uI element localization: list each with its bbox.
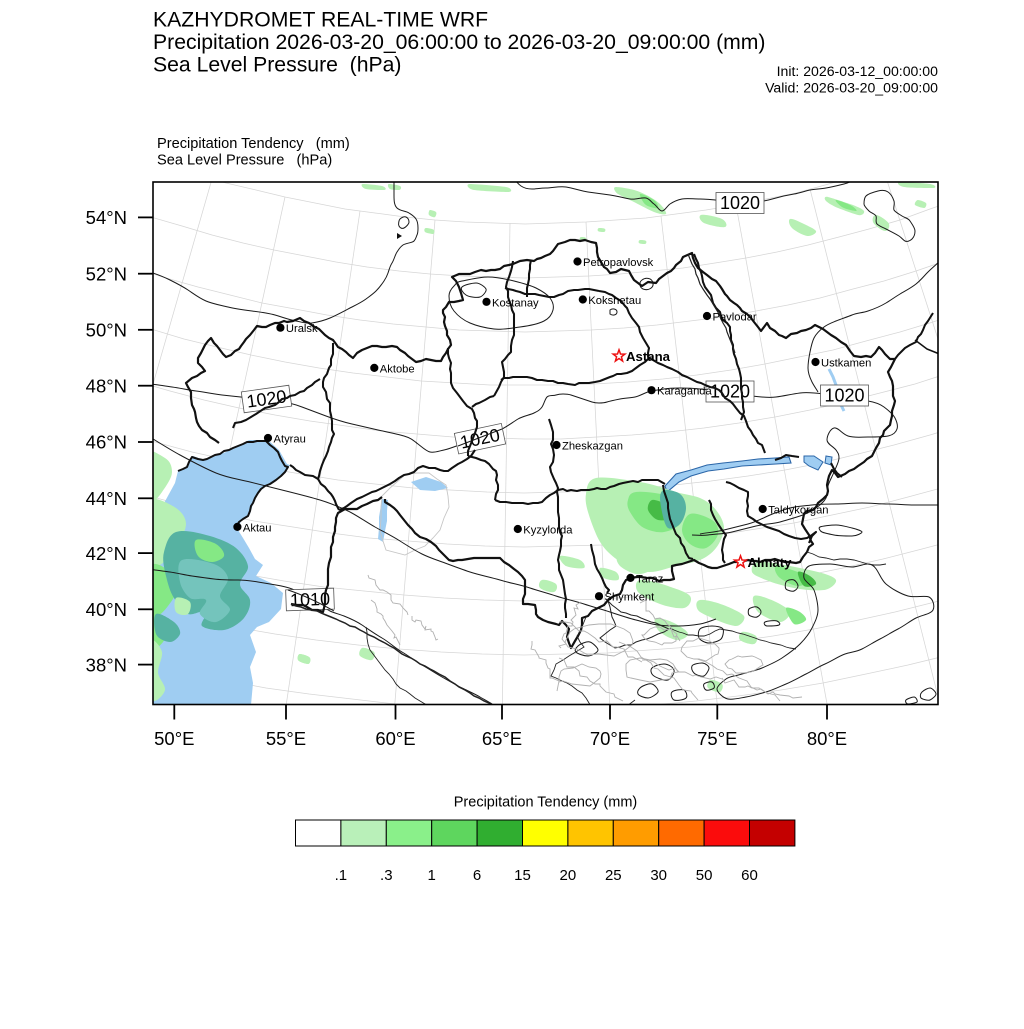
svg-text:Ustkamen: Ustkamen xyxy=(821,358,871,370)
svg-text:60: 60 xyxy=(741,867,758,884)
svg-text:54°N: 54°N xyxy=(86,207,127,228)
svg-text:Kostanay: Kostanay xyxy=(492,297,539,309)
svg-text:1020: 1020 xyxy=(824,386,864,406)
svg-text:Sea Level Pressure (hPa): Sea Level Pressure (hPa) xyxy=(157,153,332,169)
svg-text:50°E: 50°E xyxy=(154,728,194,749)
svg-text:Atyrau: Atyrau xyxy=(274,434,306,446)
svg-text:42°N: 42°N xyxy=(86,543,127,564)
svg-text:55°E: 55°E xyxy=(266,728,306,749)
svg-text:Kokshetau: Kokshetau xyxy=(588,295,641,307)
svg-text:Precipitation Tendency (mm): Precipitation Tendency (mm) xyxy=(454,795,637,811)
svg-text:Aktobe: Aktobe xyxy=(380,363,415,375)
svg-text:Shymkent: Shymkent xyxy=(605,592,656,604)
svg-text:Taldykorgan: Taldykorgan xyxy=(768,505,828,517)
svg-text:1020: 1020 xyxy=(720,193,760,213)
svg-text:1020: 1020 xyxy=(710,382,750,402)
svg-text:Init: 2026-03-12_00:00:00: Init: 2026-03-12_00:00:00 xyxy=(777,63,939,79)
svg-text:1: 1 xyxy=(428,867,436,884)
svg-text:.3: .3 xyxy=(380,867,393,884)
svg-text:44°N: 44°N xyxy=(86,488,127,509)
svg-text:Karaganda: Karaganda xyxy=(657,386,713,398)
svg-text:Uralsk: Uralsk xyxy=(286,323,318,335)
svg-text:Pavlodar: Pavlodar xyxy=(713,312,757,324)
svg-text:Sea Level Pressure (hPa): Sea Level Pressure (hPa) xyxy=(153,54,402,77)
svg-text:Precipitation 2026-03-20_06:00: Precipitation 2026-03-20_06:00:00 to 202… xyxy=(153,31,766,54)
svg-text:Precipitation Tendency (mm): Precipitation Tendency (mm) xyxy=(157,136,350,152)
svg-text:48°N: 48°N xyxy=(86,375,127,396)
svg-text:Zheskazgan: Zheskazgan xyxy=(562,441,623,453)
svg-text:20: 20 xyxy=(560,867,577,884)
svg-text:70°E: 70°E xyxy=(590,728,630,749)
svg-text:46°N: 46°N xyxy=(86,432,127,453)
svg-text:15: 15 xyxy=(514,867,531,884)
svg-text:30: 30 xyxy=(650,867,667,884)
svg-text:65°E: 65°E xyxy=(482,728,522,749)
svg-text:Valid: 2026-03-20_09:00:00: Valid: 2026-03-20_09:00:00 xyxy=(765,80,938,96)
svg-text:Petropavlovsk: Petropavlovsk xyxy=(583,257,654,269)
svg-text:50: 50 xyxy=(696,867,713,884)
svg-text:38°N: 38°N xyxy=(86,654,127,675)
svg-text:52°N: 52°N xyxy=(86,263,127,284)
svg-text:Taraz: Taraz xyxy=(636,573,664,585)
svg-text:Almaty: Almaty xyxy=(748,555,793,570)
svg-text:50°N: 50°N xyxy=(86,320,127,341)
svg-text:KAZHYDROMET REAL-TIME WRF: KAZHYDROMET REAL-TIME WRF xyxy=(153,9,488,32)
svg-text:Astana: Astana xyxy=(626,349,671,364)
svg-text:Kyzylorda: Kyzylorda xyxy=(523,525,573,537)
svg-text:25: 25 xyxy=(605,867,622,884)
svg-text:Aktau: Aktau xyxy=(243,522,272,534)
svg-text:.1: .1 xyxy=(335,867,348,884)
svg-text:40°N: 40°N xyxy=(86,599,127,620)
svg-text:6: 6 xyxy=(473,867,481,884)
svg-text:75°E: 75°E xyxy=(697,728,737,749)
svg-text:60°E: 60°E xyxy=(375,728,415,749)
svg-text:80°E: 80°E xyxy=(807,728,847,749)
